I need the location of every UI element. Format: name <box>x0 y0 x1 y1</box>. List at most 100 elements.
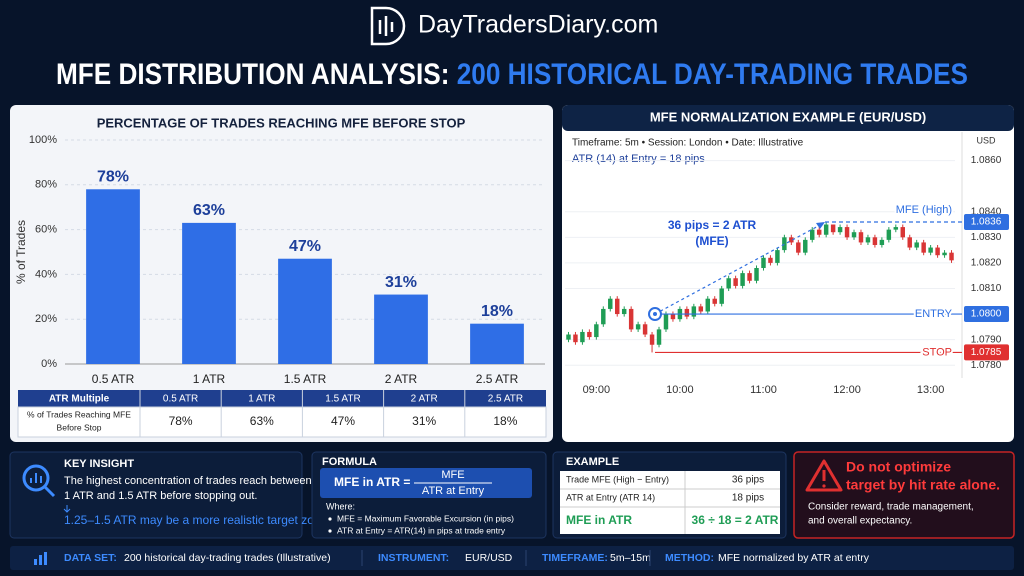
candle-body <box>726 278 731 289</box>
bullet <box>328 517 332 521</box>
bar <box>470 323 524 364</box>
value-label: 18% <box>481 303 513 320</box>
bullet <box>328 529 332 533</box>
value-label: 31% <box>385 274 417 291</box>
candle-body <box>698 306 704 312</box>
candle-body <box>879 239 885 245</box>
footer-bar <box>10 546 1014 570</box>
candle-body <box>719 288 724 304</box>
table-cell: 63% <box>250 414 274 428</box>
table-header-cell: ATR Multiple <box>49 394 110 405</box>
candle-body <box>823 224 829 235</box>
bar <box>182 222 236 364</box>
candle-body <box>858 232 864 243</box>
data-table: ATR Multiple 0.5 ATR 1 ATR 1.5 ATR 2 ATR 2.5 … <box>17 390 547 438</box>
x-tick-label: 2.5 ATR <box>476 372 519 386</box>
magnifier-icon <box>22 464 56 498</box>
candle-body <box>608 298 613 309</box>
candle-body <box>621 308 627 315</box>
candle-body <box>851 232 857 238</box>
footer-label: TIMEFRAME: <box>542 552 608 564</box>
formula-bullet: ATR at Entry = ATR(14) in pips at trade … <box>337 525 506 535</box>
table-header-cell: 2.5 ATR <box>488 394 523 405</box>
price-tag-label: 1.0800 <box>971 309 1002 320</box>
x-tick-label: 1 ATR <box>193 372 226 386</box>
y-axis-label: % of Trades <box>14 220 28 284</box>
candle-body <box>566 334 571 340</box>
candle-body <box>615 298 620 315</box>
title-highlight: 200 HISTORICAL DAY-TRADING TRADES <box>457 58 968 91</box>
candle-body <box>642 324 648 335</box>
y-tick-label: 1.0820 <box>971 258 1002 269</box>
y-tick-label: 100% <box>29 134 57 146</box>
candle-body <box>601 308 606 325</box>
x-tick-label: 11:00 <box>750 384 777 396</box>
candle-body <box>886 229 892 240</box>
y-tick-label: 1.0810 <box>971 283 1002 294</box>
x-tick-label: 10:00 <box>666 384 694 396</box>
warning-line: Consider reward, trade management, <box>808 502 974 513</box>
candle-chart-title: MFE NORMALIZATION EXAMPLE (EUR/USD) <box>650 109 926 124</box>
candle-body <box>844 227 850 238</box>
example-result: 36 ÷ 18 = 2 ATR <box>692 513 779 527</box>
candle-body <box>921 242 926 253</box>
level-name: STOP <box>922 346 952 358</box>
arrow-icon <box>63 505 71 513</box>
candle-body <box>865 237 871 243</box>
example-cell: 36 pips <box>732 475 764 486</box>
candle-body <box>580 331 585 343</box>
table-cell: 18% <box>493 414 517 428</box>
value-label: 78% <box>97 168 129 185</box>
bar <box>278 258 332 364</box>
warning-title: Do not optimize <box>846 459 951 475</box>
table-header-cell: 1 ATR <box>248 394 275 405</box>
level-name: MFE (High) <box>896 204 952 216</box>
table-cell: 47% <box>331 414 355 428</box>
mfe-annotation: 36 pips = 2 ATR <box>668 218 757 232</box>
example-table <box>560 471 780 534</box>
candle-body <box>907 237 912 248</box>
table-row-label: Before Stop <box>57 422 102 432</box>
price-tag <box>964 213 1009 230</box>
candle-body <box>587 331 592 338</box>
bar <box>374 294 428 364</box>
level-name: ENTRY <box>915 308 953 320</box>
candle-body <box>691 306 697 317</box>
y-tick-label: 0% <box>41 358 57 370</box>
mfe-annotation: (MFE) <box>695 234 728 248</box>
brand: DayTradersDiary.com <box>418 11 658 39</box>
price-tag-label: 1.0785 <box>971 347 1002 358</box>
formula-title: FORMULA <box>322 456 377 468</box>
candle-body <box>803 239 808 253</box>
insight-line: The highest concentration of trades reac… <box>64 475 312 487</box>
bar-chart-title: PERCENTAGE OF TRADES REACHING MFE BEFORE… <box>97 115 466 130</box>
candle-body <box>893 227 899 230</box>
candle-panel <box>562 105 1014 442</box>
footer-value: MFE normalized by ATR at entry <box>718 552 870 564</box>
candle-body <box>761 257 766 269</box>
insight-panel <box>9 451 303 539</box>
mfe-arrow <box>654 223 823 315</box>
value-label: 47% <box>289 238 321 255</box>
candle-body <box>775 250 780 263</box>
insight-highlight: 1.25–1.5 ATR may be a more realistic tar… <box>64 513 331 527</box>
footer-label: METHOD: <box>665 552 714 564</box>
candle-body <box>782 237 787 251</box>
footer-value: 5m–15m <box>610 552 651 564</box>
candle-body <box>900 227 905 238</box>
y-tick-label: 40% <box>35 268 57 280</box>
candle-body <box>712 298 717 304</box>
candle-body <box>830 224 836 233</box>
table-header-cell: 1.5 ATR <box>325 394 360 405</box>
page-title: MFE DISTRIBUTION ANALYSIS: 200 HISTORICA… <box>56 58 968 91</box>
table-cell: 78% <box>169 414 193 428</box>
candle-body <box>733 278 738 286</box>
formula-numerator: MFE <box>441 469 464 481</box>
candle-body <box>949 252 954 261</box>
example-cell: ATR at Entry (ATR 14) <box>566 492 655 502</box>
candle-body <box>663 314 669 330</box>
candle-body <box>656 329 662 345</box>
x-tick-label: 0.5 ATR <box>92 372 135 386</box>
candle-body <box>573 334 578 343</box>
